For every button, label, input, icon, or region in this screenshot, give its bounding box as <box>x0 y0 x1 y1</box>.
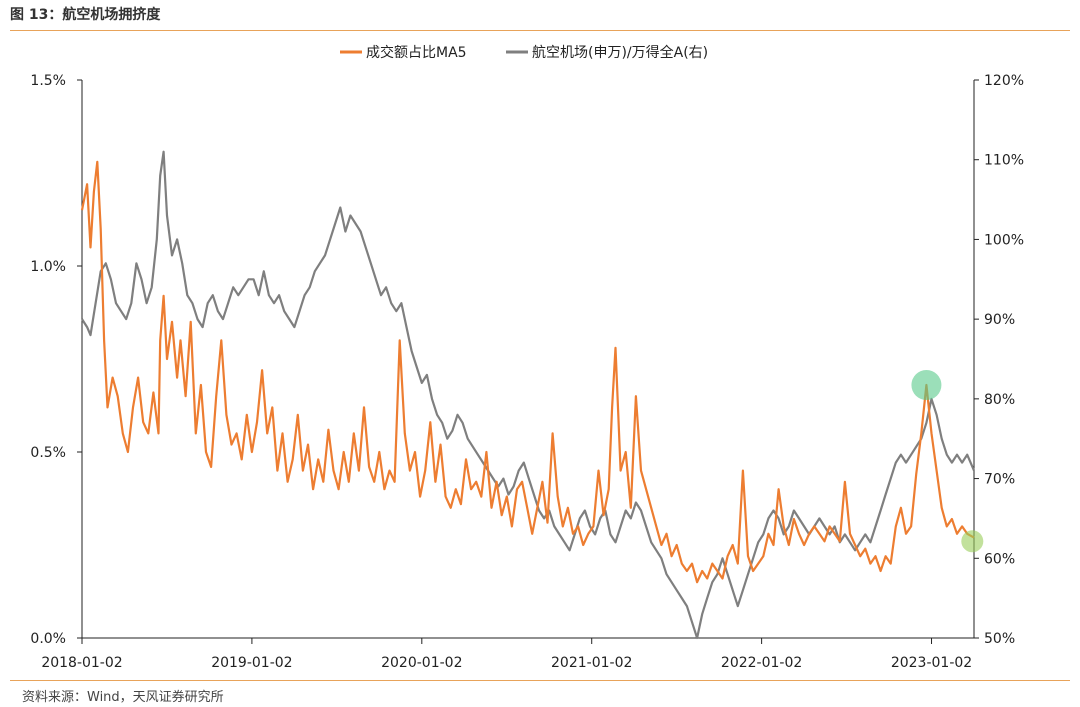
series-line-0 <box>80 160 975 584</box>
x-tick-label: 2018-01-02 <box>41 655 122 671</box>
series-line-1 <box>81 150 976 640</box>
legend: 成交额占比MA5 航空机场(申万)/万得全A(右) <box>340 44 708 61</box>
y-right-tick-label: 60% <box>984 551 1015 567</box>
line-chart: 成交额占比MA5 航空机场(申万)/万得全A(右) 0.0% 0.5% 1.0% 1.5… <box>30 44 1024 671</box>
highlight-marker <box>961 530 984 553</box>
y-right-tick-label: 100% <box>984 232 1024 248</box>
source-divider <box>10 680 1070 681</box>
y-right-tick-label: 80% <box>984 392 1015 408</box>
y-right-tick-label: 120% <box>984 73 1024 89</box>
y-right-tick-label: 70% <box>984 472 1015 488</box>
legend-label: 成交额占比MA5 <box>366 44 467 61</box>
x-tick-label: 2019-01-02 <box>211 655 292 671</box>
title-divider <box>10 30 1070 31</box>
figure-title: 图 13：航空机场拥挤度 <box>10 7 161 23</box>
y-left-tick-label: 0.5% <box>30 445 66 461</box>
y-right-tick-label: 90% <box>984 312 1015 328</box>
y-left-tick-label: 1.0% <box>30 259 66 275</box>
y-right-tick-label: 50% <box>984 631 1015 647</box>
source-note: 资料来源：Wind，天风证券研究所 <box>22 690 224 705</box>
legend-label: 航空机场(申万)/万得全A(右) <box>532 44 708 61</box>
highlight-layer <box>911 370 984 553</box>
x-tick-label: 2021-01-02 <box>551 655 632 671</box>
x-tick-label: 2023-01-02 <box>891 655 972 671</box>
x-tick-label: 2020-01-02 <box>381 655 462 671</box>
axes: 0.0% 0.5% 1.0% 1.5% 50% 60% 70% 80% 90% 100% 110% 1… <box>30 73 1024 671</box>
highlight-marker <box>911 370 942 401</box>
y-left-tick-label: 1.5% <box>30 73 66 89</box>
y-right-tick-label: 110% <box>984 153 1024 169</box>
y-left-tick-label: 0.0% <box>30 631 66 647</box>
series-layer <box>80 150 976 640</box>
x-tick-label: 2022-01-02 <box>721 655 802 671</box>
